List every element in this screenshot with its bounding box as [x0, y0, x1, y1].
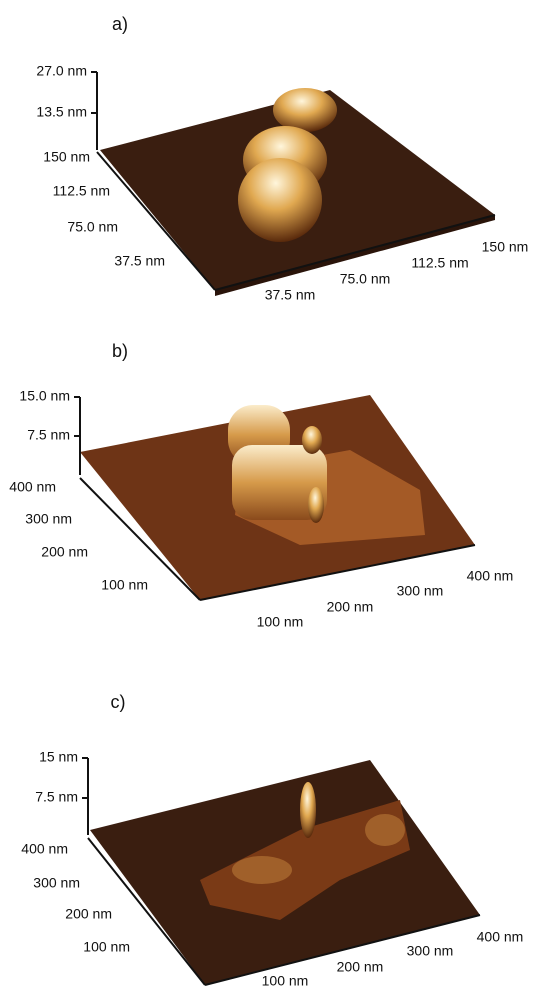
- x-tick-label: 37.5 nm: [265, 287, 316, 303]
- z-tick-label: 7.5 nm: [35, 789, 78, 805]
- z-tick-label: 7.5 nm: [27, 427, 70, 443]
- y-tick-label: 100 nm: [101, 577, 148, 593]
- surface-b: [80, 395, 475, 600]
- y-tick-label: 75.0 nm: [67, 219, 118, 235]
- y-tick-label: 200 nm: [41, 544, 88, 560]
- x-tick-label: 150 nm: [482, 239, 529, 255]
- x-tick-label: 112.5 nm: [411, 255, 468, 271]
- y-tick-label: 300 nm: [33, 875, 80, 891]
- x-tick-label: 200 nm: [327, 599, 374, 615]
- y-tick-label: 37.5 nm: [114, 253, 165, 269]
- figure: a) 27.0 nm 13.5 nm 150 nm 112.5 nm 75.0 nm 37.…: [0, 0, 534, 990]
- x-tick-label: 400 nm: [477, 929, 524, 945]
- panel-label: b): [112, 341, 128, 361]
- z-tick-label: 13.5 nm: [36, 104, 87, 120]
- z-tick-label: 15 nm: [39, 749, 78, 765]
- y-tick-label: 112.5 nm: [53, 183, 110, 199]
- z-tick-label: 27.0 nm: [36, 63, 87, 79]
- x-tick-label: 300 nm: [397, 583, 444, 599]
- panel-label: a): [112, 14, 128, 34]
- y-tick-label: 400 nm: [9, 479, 56, 495]
- y-tick-label: 100 nm: [83, 939, 130, 955]
- x-tick-label: 300 nm: [407, 943, 454, 959]
- x-tick-label: 200 nm: [337, 959, 384, 975]
- x-tick-label: 75.0 nm: [340, 271, 391, 287]
- panel-label: c): [111, 692, 126, 712]
- y-tick-label: 400 nm: [21, 841, 68, 857]
- y-tick-label: 200 nm: [65, 906, 112, 922]
- x-tick-label: 100 nm: [257, 614, 304, 630]
- z-tick-label: 15.0 nm: [19, 388, 70, 404]
- x-tick-label: 400 nm: [467, 568, 514, 584]
- y-tick-label: 150 nm: [43, 149, 90, 165]
- y-tick-label: 300 nm: [25, 511, 72, 527]
- x-tick-label: 100 nm: [262, 973, 309, 989]
- page: a) 27.0 nm 13.5 nm 150 nm 112.5 nm 75.0 nm 37.…: [0, 0, 534, 990]
